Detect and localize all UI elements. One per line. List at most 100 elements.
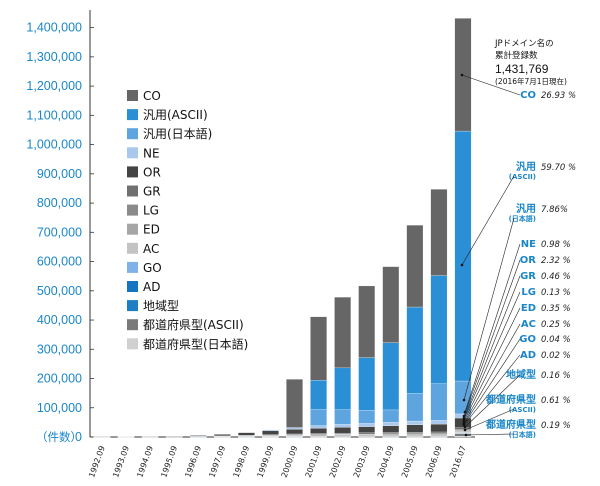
legend-label: CO: [143, 89, 161, 103]
bar-segment: [310, 434, 327, 437]
x-tick-label: 2000.09: [280, 445, 300, 479]
legend-swatch: [127, 242, 138, 254]
right-label: AC: [521, 319, 536, 330]
bar-segment: [238, 432, 255, 436]
bar-segment: [310, 435, 327, 437]
leader-dot: [460, 73, 464, 77]
bar-segment: [382, 434, 400, 436]
legend-label: 都道府県型(日本語): [143, 336, 248, 351]
bar-segment: [430, 383, 448, 421]
right-percent: 26.93 %: [541, 91, 576, 101]
bar-segment: [334, 427, 351, 434]
right-percent: 59.70 %: [541, 163, 576, 173]
right-percent: 0.98 %: [541, 240, 571, 250]
bar-segment: [334, 409, 351, 425]
leader-dot: [462, 423, 466, 427]
x-tick-label: 2006.09: [424, 445, 444, 479]
bar-segment: [262, 430, 279, 435]
bar-segment: [430, 423, 448, 433]
leader-dot: [463, 428, 467, 432]
legend-label: GR: [143, 185, 161, 199]
right-percent: 2.32 %: [541, 256, 571, 266]
bar-segment: [430, 420, 448, 425]
bar-segment: [214, 434, 231, 436]
y-tick-label: 1,000,000: [26, 138, 82, 152]
x-tick-label: 2004.09: [376, 445, 396, 479]
x-axis: 1992.09 1993.09 1994.09 1995.09 1996.09 1997.…: [87, 445, 468, 479]
bar-segment: [382, 409, 400, 423]
right-label: OR: [520, 255, 537, 266]
leader-dot: [460, 263, 464, 267]
leader-line: [461, 74, 521, 96]
bar-segment: [382, 422, 400, 426]
leader-dot: [462, 398, 466, 402]
bar-segment: [358, 435, 376, 437]
right-label: GO: [519, 334, 536, 345]
bar-segment: [430, 431, 448, 434]
bar-segment: [454, 130, 472, 382]
right-label: ED: [521, 303, 536, 314]
right-percent: 7.86%: [541, 205, 568, 215]
leader-line: [463, 307, 521, 422]
bar-segment: [454, 430, 472, 432]
bar-segment: [334, 434, 351, 436]
legend-swatch: [127, 281, 138, 292]
annotation-title-line2: 累計登録数: [495, 50, 538, 61]
bar-segment: [286, 427, 303, 430]
bar-segment: [358, 357, 376, 411]
leader-dot: [463, 425, 467, 429]
right-labels: CO 26.93 %汎用 59.70 %(ASCII)汎用 7.86%(日本語)NE 0…: [460, 73, 576, 439]
right-label: 汎用: [516, 202, 536, 215]
right-label: GR: [520, 271, 536, 282]
bar-segment: [406, 225, 424, 308]
x-tick-label: 2016.07: [448, 445, 468, 479]
y-tick-label: 300,000: [37, 342, 82, 356]
legend-label: 地域型: [143, 299, 179, 313]
y-tick-label: 100,000: [37, 401, 82, 415]
bar-segment: [262, 429, 279, 431]
right-percent: 0.02 %: [541, 351, 571, 361]
x-tick-label: 2003.09: [352, 445, 372, 479]
legend-label: OR: [143, 165, 161, 179]
y-tick-label: 900,000: [37, 167, 82, 181]
x-tick-label: 1992.09: [87, 445, 107, 479]
leader-line: [461, 175, 515, 266]
leader-line: [464, 243, 521, 413]
y-tick-label: 400,000: [37, 313, 82, 327]
bar-segment: [334, 296, 351, 369]
bar-segment: [358, 426, 376, 433]
y-tick-label: 600,000: [37, 255, 82, 269]
bar-segment: [406, 393, 424, 422]
bars: [93, 18, 472, 438]
bar-segment: [334, 432, 351, 435]
bar-segment: [286, 433, 303, 435]
right-percent: 0.35 %: [541, 304, 571, 314]
bar-segment: [382, 342, 400, 411]
x-tick-label: 1993.09: [111, 445, 131, 479]
y-tick-label: 700,000: [37, 225, 82, 239]
bar-segment: [334, 367, 351, 410]
legend-label: LG: [143, 204, 159, 218]
bar-segment: [406, 420, 424, 425]
right-label: 都道府県型: [485, 393, 536, 406]
leader-line: [463, 323, 521, 424]
legend-label: NE: [143, 146, 160, 160]
x-tick-label: 1999.09: [256, 445, 276, 479]
right-percent: 0.46 %: [541, 272, 571, 282]
bar-segment: [310, 428, 327, 434]
leader-line: [463, 275, 521, 419]
right-label: CO: [520, 90, 536, 101]
bar-segment: [382, 266, 400, 343]
legend-swatch: [127, 128, 138, 140]
x-tick-label: 1996.09: [183, 445, 203, 479]
right-label-sub: (ASCII): [509, 406, 536, 414]
bar-segment: [382, 432, 400, 435]
bar-segment: [406, 424, 424, 433]
legend-swatch: [127, 223, 138, 235]
right-label: 汎用: [516, 160, 536, 173]
total-annotation: JPドメイン名の 累計登録数 1,431,769 (2016年7月1日現在): [494, 38, 567, 86]
legend-swatch: [127, 90, 138, 101]
bar-segment: [454, 431, 472, 433]
y-tick-label: 1,400,000: [26, 21, 82, 35]
